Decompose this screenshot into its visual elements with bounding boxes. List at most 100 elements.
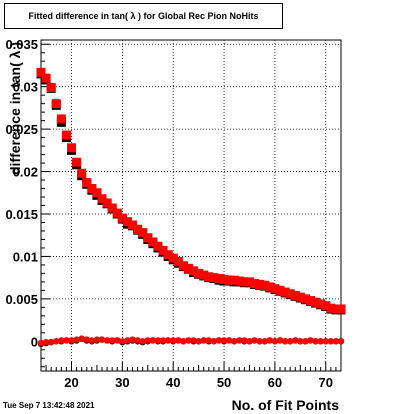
- data-point-circle: [317, 338, 324, 345]
- data-point-circle: [251, 337, 258, 344]
- data-point-circle: [37, 339, 45, 347]
- data-point-square: [219, 274, 229, 284]
- data-point-circle: [220, 337, 228, 344]
- data-point-circle: [73, 336, 80, 343]
- data-point-square: [204, 272, 214, 282]
- data-point-square: [239, 277, 249, 287]
- data-point-square: [87, 184, 97, 194]
- x-tick-label: 30: [115, 375, 129, 390]
- data-point-circle: [256, 338, 263, 345]
- data-point-square: [214, 273, 224, 283]
- data-point-circle: [129, 336, 136, 343]
- data-point-square: [321, 301, 331, 311]
- y-tick-label: 0.01: [13, 249, 38, 264]
- data-point-circle: [332, 338, 340, 345]
- data-point-square: [234, 276, 244, 286]
- data-point-circle: [190, 337, 197, 344]
- data-point-circle: [200, 337, 207, 344]
- data-point-circle: [63, 337, 70, 344]
- y-tick-label: 0.02: [13, 165, 38, 180]
- data-point-square: [316, 299, 326, 309]
- data-point-circle: [42, 338, 50, 346]
- data-point-circle: [205, 337, 212, 344]
- data-point-square: [61, 130, 71, 140]
- data-point-square: [295, 292, 305, 302]
- data-point-square: [300, 294, 310, 304]
- data-point-circle: [215, 337, 223, 344]
- data-point-circle: [144, 337, 151, 344]
- data-point-square: [153, 241, 163, 251]
- data-point-square: [41, 73, 51, 83]
- data-point-square: [168, 253, 178, 263]
- data-point-circle: [175, 337, 182, 344]
- y-axis-label: difference in tan( λ ): [7, 42, 23, 175]
- y-tick-label: 0.025: [5, 122, 38, 137]
- data-point-circle: [225, 337, 233, 344]
- data-point-circle: [292, 337, 299, 344]
- data-markers: [36, 67, 346, 348]
- y-tick-label: 0.005: [5, 292, 38, 307]
- data-point-square: [326, 303, 336, 313]
- data-point-square: [133, 224, 143, 234]
- data-point-circle: [236, 337, 243, 344]
- data-point-square: [255, 279, 265, 289]
- data-point-square: [189, 266, 199, 276]
- data-point-square: [209, 273, 219, 283]
- data-point-circle: [53, 338, 60, 345]
- timestamp: Tue Sep 7 13:42:48 2021: [3, 401, 95, 410]
- data-point-circle: [302, 338, 309, 345]
- data-point-circle: [78, 335, 85, 342]
- data-point-square: [336, 304, 346, 314]
- data-point-circle: [58, 337, 65, 344]
- data-point-circle: [195, 338, 202, 345]
- data-point-square: [46, 83, 56, 93]
- grid-lines: [41, 40, 341, 371]
- data-point-circle: [297, 338, 304, 345]
- data-point-square: [72, 157, 82, 167]
- data-point-square: [194, 268, 204, 278]
- data-point-circle: [210, 338, 218, 345]
- data-point-square: [163, 250, 173, 260]
- data-point-circle: [68, 337, 75, 344]
- data-point-circle: [170, 337, 177, 344]
- data-point-square: [128, 220, 138, 230]
- data-point-square: [265, 282, 275, 292]
- y-tick-label: 0.03: [13, 80, 38, 95]
- tick-labels: 20 30 40 50 60 70 0 0.005 0.01 0.015 0.02 0.025 0.03…: [5, 37, 333, 390]
- data-point-circle: [149, 337, 157, 344]
- data-point-square: [117, 213, 127, 223]
- data-point-square: [173, 257, 183, 267]
- data-point-circle: [271, 338, 279, 345]
- data-point-circle: [103, 337, 111, 344]
- data-point-circle: [307, 337, 314, 344]
- data-point-square: [67, 143, 77, 153]
- data-point-square: [56, 114, 66, 124]
- data-point-circle: [164, 337, 172, 344]
- data-point-circle: [83, 336, 90, 343]
- x-tick-label: 50: [217, 375, 231, 390]
- data-point-circle: [139, 338, 146, 345]
- data-point-square: [112, 208, 122, 218]
- data-point-circle: [114, 337, 121, 344]
- x-tick-label: 60: [268, 375, 282, 390]
- data-point-square: [280, 287, 290, 297]
- data-point-square: [122, 217, 132, 227]
- data-point-square: [331, 304, 341, 314]
- axis-ticks: [41, 43, 342, 371]
- data-point-circle: [180, 338, 187, 345]
- x-axis-label: No. of Fit Points: [232, 397, 340, 413]
- data-point-square: [305, 296, 315, 306]
- data-point-circle: [159, 337, 167, 344]
- data-point-circle: [108, 337, 116, 344]
- data-point-circle: [241, 337, 248, 344]
- data-point-square: [311, 297, 321, 307]
- data-point-circle: [312, 338, 319, 345]
- data-point-circle: [286, 338, 294, 345]
- data-point-square: [260, 280, 270, 290]
- data-point-square: [275, 285, 285, 295]
- data-point-square: [178, 261, 188, 271]
- data-point-circle: [281, 338, 289, 345]
- data-point-square: [143, 233, 153, 243]
- data-point-circle: [322, 338, 329, 345]
